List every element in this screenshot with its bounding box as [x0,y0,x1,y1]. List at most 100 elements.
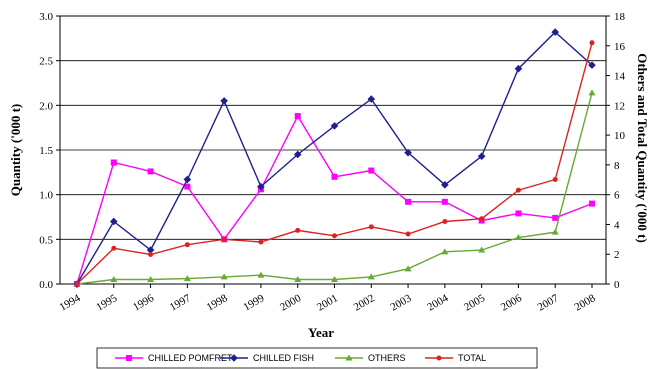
legend-box [96,347,538,369]
data-point-others [183,275,191,282]
y-axis-left: 0.0 0.5 1.0 1.5 2.0 2.5 3.0 [39,11,60,291]
y2-tick-label: 0 [614,279,620,291]
x-tick-label: 2008 [572,292,597,314]
y2-tick-label: 6 [614,190,620,202]
y-tick-label: 0.5 [39,234,53,246]
data-point-chilled-pomfret [294,113,301,120]
y2-tick-label: 8 [614,160,620,172]
data-point-chilled-pomfret [405,198,412,205]
y-tick-label: 1.5 [39,145,53,157]
data-point-chilled-fish [404,148,412,157]
gridlines [60,60,606,240]
data-point-others [588,89,596,96]
y2-tick-label: 10 [614,130,626,142]
data-point-total [295,227,301,233]
data-point-others [441,248,449,255]
data-point-others [110,276,118,283]
legend: CHILLED POMFRET CHILLED FISH OTHERS TOTAL [96,347,538,369]
data-point-others [294,276,302,283]
legend-marker [126,355,132,361]
data-point-total [552,176,558,182]
data-point-chilled-fish [220,97,228,105]
y-tick-label: 2.0 [39,100,53,112]
series-total [74,40,595,287]
x-tick-label: 1998 [205,292,230,314]
legend-label: CHILLED POMFRET [148,353,233,363]
data-point-chilled-fish [330,122,339,130]
x-tick-label: 1997 [168,292,193,314]
x-tick-label: 2001 [315,292,340,313]
data-point-chilled-fish [293,150,302,159]
x-tick-label: 2007 [536,292,561,314]
data-point-chilled-pomfret [552,214,559,221]
data-point-others [404,265,412,272]
legend-label: CHILLED FISH [253,353,314,363]
legend-marker [436,355,442,361]
y2-tick-label: 2 [614,249,620,261]
data-point-chilled-fish [146,246,155,254]
data-point-others [220,273,228,280]
legend-item-chilled-fish: CHILLED FISH [220,353,314,363]
data-point-chilled-pomfret [368,167,375,174]
y-axis-right: 0 2 4 6 8 10 12 14 16 18 [606,11,626,291]
y2-tick-label: 16 [614,41,626,53]
x-tick-label: 2003 [389,292,414,314]
x-tick-label: 1994 [57,292,82,314]
data-point-chilled-pomfret [110,159,117,166]
data-point-total [148,252,154,258]
x-tick-label: 2006 [499,292,524,314]
data-point-chilled-pomfret [184,183,191,190]
y-axis-title: Quantity ('000 t) [8,104,23,196]
data-point-others [514,234,522,241]
data-point-others [478,246,486,253]
series-line-others [76,92,593,285]
data-point-others [147,276,155,283]
data-point-total [74,281,80,287]
data-point-chilled-pomfret [331,173,338,180]
y2-tick-label: 14 [614,71,626,83]
series-others [73,89,596,287]
y2-tick-label: 12 [614,100,625,112]
data-point-others [551,228,559,235]
legend-items: CHILLED POMFRET CHILLED FISH OTHERS TOTAL [115,353,486,363]
data-point-chilled-fish [441,181,449,189]
y2-tick-label: 18 [614,11,626,23]
x-axis-title: Year [308,325,334,340]
series-chilled-pomfret [74,113,595,287]
data-point-total [442,218,448,224]
legend-marker [345,354,353,361]
data-point-total [332,233,337,239]
x-tick-label: 1999 [241,292,266,314]
data-point-chilled-fish [183,175,192,184]
data-point-total [368,224,374,230]
data-point-others [257,271,265,278]
y2-axis-title: Others and Total Quantity ('000 t) [635,53,649,243]
data-point-chilled-fish [257,182,265,191]
data-point-chilled-pomfret [147,168,154,175]
data-point-chilled-fish [551,28,560,36]
data-point-chilled-fish [588,61,596,69]
data-point-total [515,187,521,193]
series-lines [73,28,596,288]
data-point-total [111,245,117,251]
y2-tick-label: 4 [614,219,620,231]
y-tick-label: 1.0 [39,190,53,202]
data-point-others [367,273,375,280]
x-tick-label: 2004 [425,292,450,314]
data-point-total [184,242,190,248]
data-point-total [479,216,485,222]
series-chilled-fish [73,28,596,288]
y-tick-label: 0.0 [39,279,53,291]
series-line-chilled-fish [76,31,593,285]
data-point-total [258,239,264,245]
legend-marker [230,354,238,362]
x-tick-label: 1996 [131,292,156,314]
legend-item-others: OTHERS [335,353,406,363]
legend-label: TOTAL [458,353,486,363]
legend-item-chilled-pomfret: CHILLED POMFRET [115,353,233,363]
legend-item-total: TOTAL [425,353,486,363]
y-tick-label: 3.0 [39,11,53,23]
series-line-chilled-pomfret [76,114,593,285]
x-tick-label: 2005 [462,292,487,314]
